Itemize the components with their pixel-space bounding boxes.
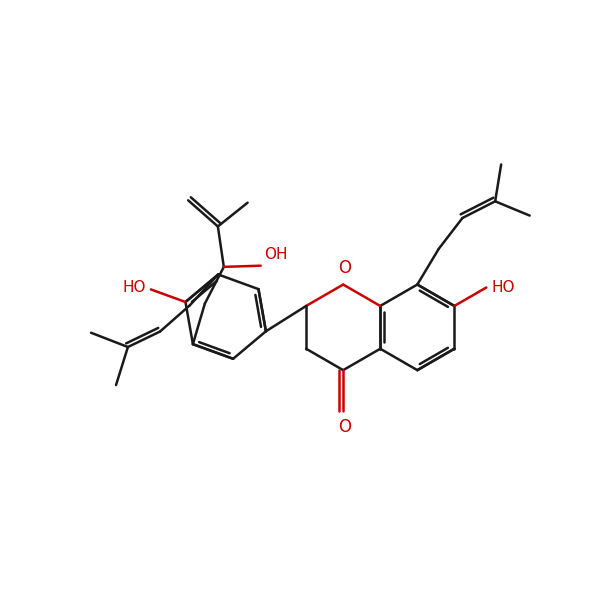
Text: O: O: [338, 418, 351, 436]
Text: OH: OH: [264, 247, 288, 262]
Text: HO: HO: [122, 280, 146, 295]
Text: O: O: [338, 259, 351, 277]
Text: HO: HO: [491, 280, 515, 295]
